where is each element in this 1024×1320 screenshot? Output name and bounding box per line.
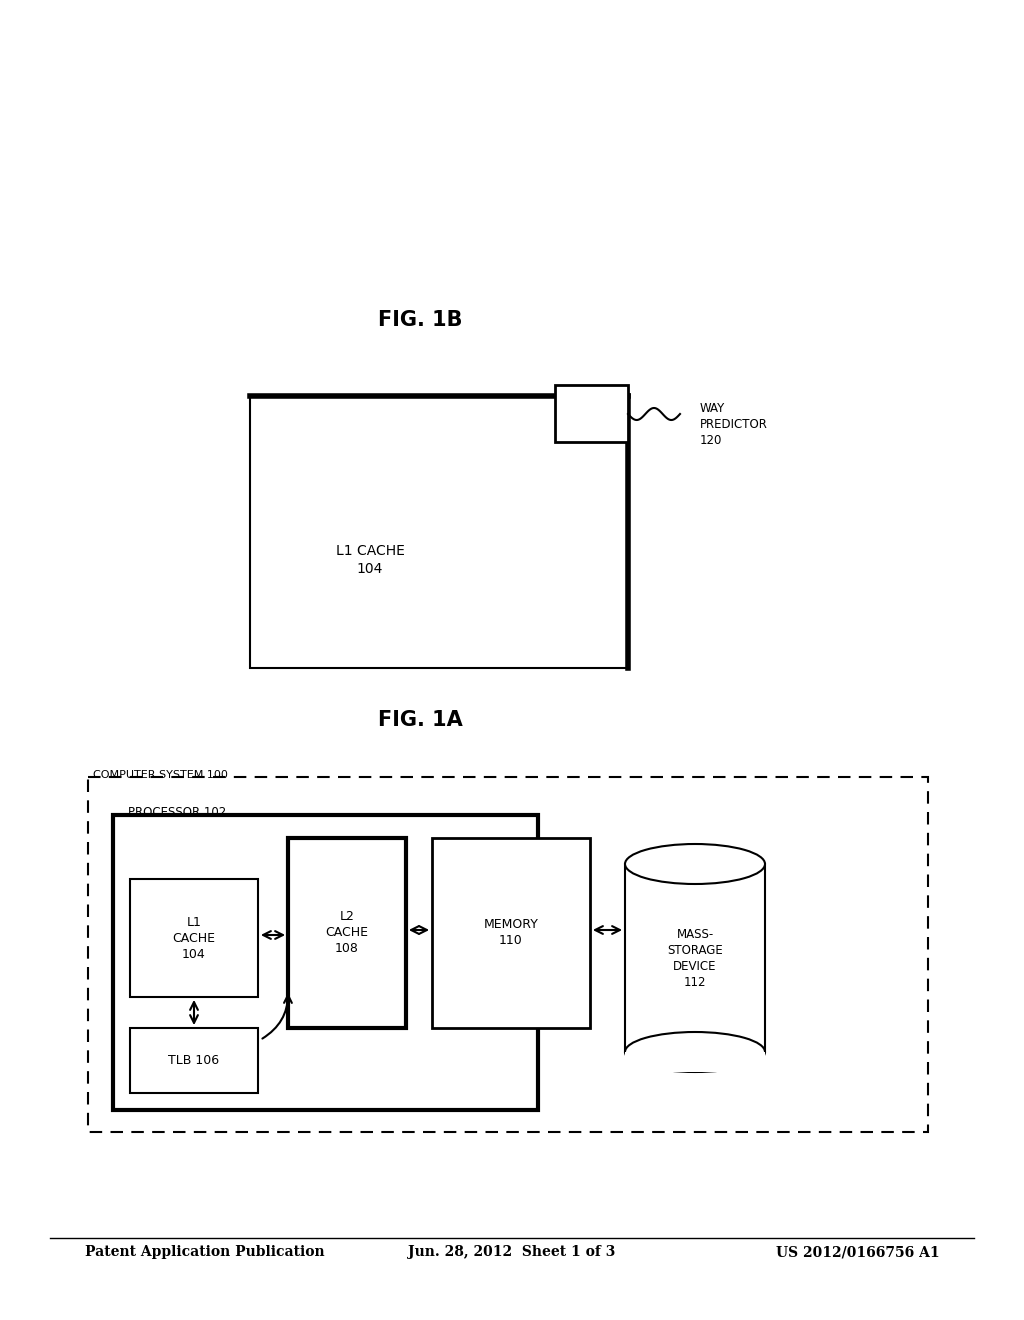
- Text: L2
CACHE
108: L2 CACHE 108: [326, 911, 369, 956]
- Bar: [288, 838, 406, 1028]
- Bar: [88, 777, 928, 1133]
- Text: WAY
PREDICTOR
120: WAY PREDICTOR 120: [700, 401, 768, 446]
- Text: MASS-
STORAGE
DEVICE
112: MASS- STORAGE DEVICE 112: [667, 928, 723, 989]
- Text: FIG. 1B: FIG. 1B: [378, 310, 462, 330]
- Bar: [130, 1028, 258, 1093]
- Text: Jun. 28, 2012  Sheet 1 of 3: Jun. 28, 2012 Sheet 1 of 3: [409, 1245, 615, 1259]
- Bar: [555, 385, 628, 442]
- Text: TLB 106: TLB 106: [168, 1055, 219, 1068]
- Text: FIG. 1A: FIG. 1A: [378, 710, 463, 730]
- Bar: [113, 814, 538, 1110]
- Bar: [432, 838, 590, 1028]
- Ellipse shape: [625, 843, 765, 884]
- Text: PROCESSOR 102: PROCESSOR 102: [128, 805, 226, 818]
- Bar: [130, 879, 258, 997]
- Ellipse shape: [625, 1032, 765, 1072]
- Text: MEMORY
110: MEMORY 110: [483, 919, 539, 948]
- Text: L1 CACHE
104: L1 CACHE 104: [336, 544, 404, 576]
- Text: L1
CACHE
104: L1 CACHE 104: [172, 916, 215, 961]
- Text: COMPUTER SYSTEM 100: COMPUTER SYSTEM 100: [93, 770, 228, 780]
- Bar: [250, 396, 628, 668]
- Text: US 2012/0166756 A1: US 2012/0166756 A1: [776, 1245, 940, 1259]
- Bar: [625, 1052, 765, 1072]
- Text: Patent Application Publication: Patent Application Publication: [85, 1245, 325, 1259]
